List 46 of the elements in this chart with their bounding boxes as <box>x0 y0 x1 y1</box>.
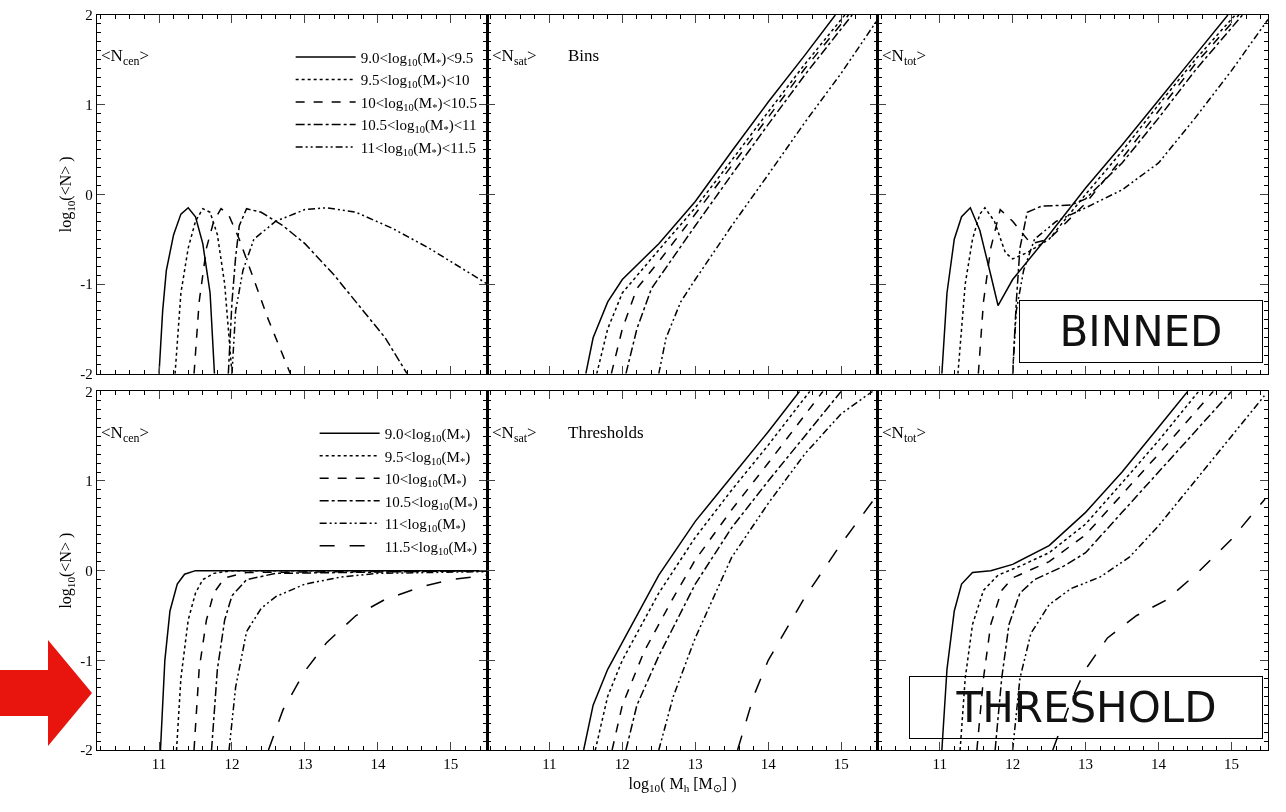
legend-label: 9.5<log$_{10}$(M$_{*}$) <box>384 448 471 467</box>
x-tick-label: 11 <box>151 756 167 773</box>
x-tick-label: 15 <box>443 756 459 773</box>
legend-label: 10<log$_{10}$(M$_{*}$) <box>384 471 467 490</box>
legend-label: 9.0<log$_{10}$(M$_{*}$) <box>384 426 471 445</box>
legend-label: 11<log$_{10}$(M$_{*}$) <box>384 516 466 535</box>
y-tick-label: 1 <box>85 96 93 113</box>
x-tick-label: 11 <box>542 756 557 773</box>
y-tick-label: 2 <box>85 7 93 24</box>
x-tick-label: 12 <box>614 756 630 773</box>
x-tick-label: 13 <box>687 756 703 773</box>
x-tick-label: 14 <box>760 756 777 773</box>
annotation: <N$_{cen}$> <box>101 46 149 68</box>
annotation: Bins <box>568 46 600 65</box>
x-tick-label: 12 <box>224 756 240 773</box>
annotation: Thresholds <box>568 423 644 442</box>
y-tick-label: 0 <box>85 562 93 579</box>
y-tick-label: -2 <box>80 742 93 759</box>
annotation: <N$_{sat}$> <box>492 423 537 445</box>
legend-label: 10<log$_{10}$(M$_{*}$)<10.5 <box>360 94 478 113</box>
y-tick-label: -1 <box>80 276 93 293</box>
legend-label: 10.5<log$_{10}$(M$_{*}$)<11 <box>360 117 477 136</box>
y-tick-label: -1 <box>80 652 93 669</box>
x-tick-label: 12 <box>1005 756 1021 773</box>
x-tick-label: 13 <box>297 756 313 773</box>
x-tick-label: 14 <box>370 756 386 773</box>
x-axis-title: log$_{10}$( M$_{h}$ [M$_{⊙}$] ) <box>628 774 737 795</box>
legend-label: 9.5<log$_{10}$(M$_{*}$)<10 <box>360 72 470 91</box>
x-tick-label: 15 <box>833 756 849 773</box>
y-tick-label: 2 <box>85 383 93 400</box>
annotation: BINNED <box>1059 307 1223 356</box>
y-tick-label: -2 <box>80 365 93 382</box>
legend-label: 10.5<log$_{10}$(M$_{*}$) <box>384 493 478 512</box>
annotation: <N$_{cen}$> <box>101 423 149 445</box>
annotation: <N$_{tot}$> <box>882 423 927 445</box>
x-tick-label: 14 <box>1151 756 1167 773</box>
y-tick-label: 1 <box>85 473 93 490</box>
annotation: <N$_{sat}$> <box>492 46 537 68</box>
x-tick-label: 13 <box>1078 756 1094 773</box>
y-tick-label: 0 <box>85 186 93 203</box>
legend-label: 11<log$_{10}$(M$_{*}$)<11.5 <box>360 139 476 158</box>
legend-label: 11.5<log$_{10}$(M$_{*}$) <box>384 538 478 557</box>
x-tick-label: 15 <box>1224 756 1240 773</box>
annotation: <N$_{tot}$> <box>882 46 927 68</box>
legend-label: 9.0<log$_{10}$(M$_{*}$)<9.5 <box>360 49 474 68</box>
x-tick-label: 11 <box>932 756 947 773</box>
